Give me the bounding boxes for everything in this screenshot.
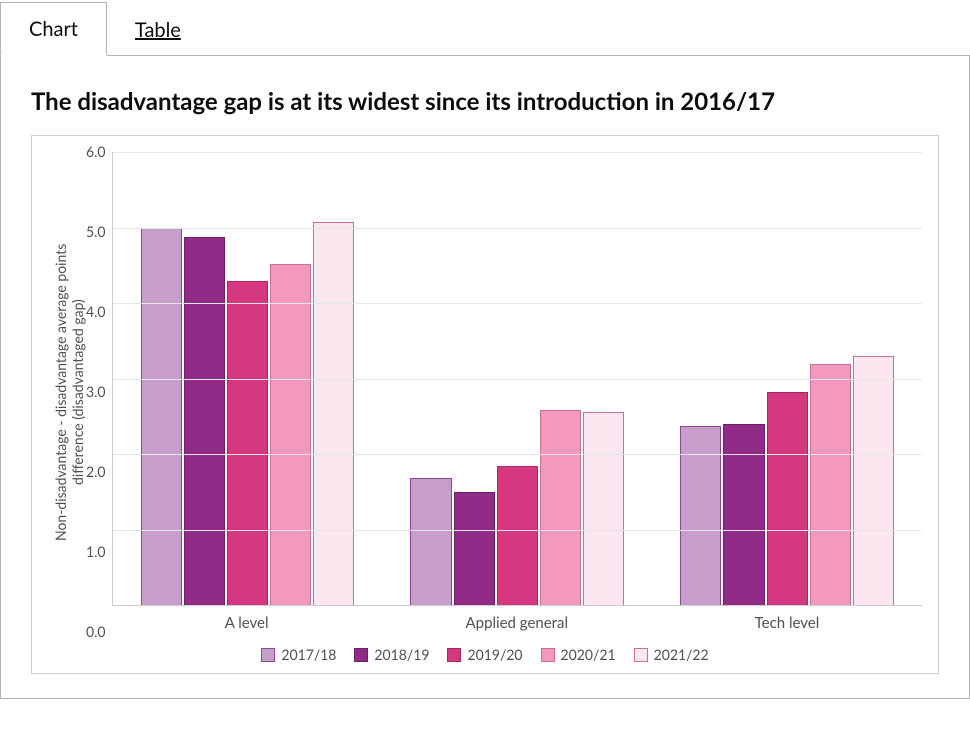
tab-chart[interactable]: Chart	[0, 2, 107, 56]
legend-item: 2020/21	[541, 646, 616, 663]
legend-item: 2021/22	[634, 646, 709, 663]
tabbed-chart-container: Chart Table The disadvantage gap is at i…	[0, 0, 970, 699]
tab-table[interactable]: Table	[107, 4, 209, 56]
bar	[141, 228, 182, 606]
legend-item: 2019/20	[447, 646, 522, 663]
bar	[680, 426, 721, 606]
tab-strip: Chart Table	[0, 0, 970, 56]
bar	[497, 466, 538, 605]
bar	[410, 478, 451, 605]
chart-body: Non-disadvantage - disadvantage average …	[48, 152, 922, 632]
bar	[583, 412, 624, 605]
bar	[853, 356, 894, 605]
bar	[767, 392, 808, 605]
legend: 2017/18 2018/19 2019/20 2020/21 2021/22	[48, 646, 922, 663]
x-category-label: A level	[112, 614, 382, 632]
legend-label: 2018/19	[374, 646, 429, 663]
y-axis-label: Non-disadvantage - disadvantage average …	[48, 152, 86, 632]
x-axis-categories: A levelApplied generalTech level	[112, 614, 922, 632]
bar	[454, 492, 495, 605]
chart-title: The disadvantage gap is at its widest si…	[31, 86, 939, 117]
bar	[723, 424, 764, 605]
gridline	[113, 303, 922, 304]
bar	[270, 264, 311, 605]
legend-swatch	[541, 648, 555, 662]
gridline	[113, 152, 922, 153]
plot-area	[112, 152, 922, 606]
legend-swatch	[261, 648, 275, 662]
gridline	[113, 454, 922, 455]
y-axis-ticks: 6.05.04.03.02.01.00.0	[86, 152, 112, 632]
gridline	[113, 228, 922, 229]
legend-label: 2021/22	[654, 646, 709, 663]
bar	[313, 222, 354, 606]
legend-swatch	[447, 648, 461, 662]
chart-panel: The disadvantage gap is at its widest si…	[0, 55, 970, 699]
legend-item: 2018/19	[354, 646, 429, 663]
bar	[810, 364, 851, 606]
legend-item: 2017/18	[261, 646, 336, 663]
legend-label: 2019/20	[467, 646, 522, 663]
plot-wrap: A levelApplied generalTech level	[112, 152, 922, 632]
legend-swatch	[354, 648, 368, 662]
x-category-label: Applied general	[382, 614, 652, 632]
legend-swatch	[634, 648, 648, 662]
chart-frame: Non-disadvantage - disadvantage average …	[31, 135, 939, 674]
bar	[540, 410, 581, 605]
x-category-label: Tech level	[652, 614, 922, 632]
gridline	[113, 379, 922, 380]
legend-label: 2020/21	[561, 646, 616, 663]
legend-label: 2017/18	[281, 646, 336, 663]
bar	[184, 237, 225, 605]
bar	[227, 281, 268, 606]
gridline	[113, 530, 922, 531]
